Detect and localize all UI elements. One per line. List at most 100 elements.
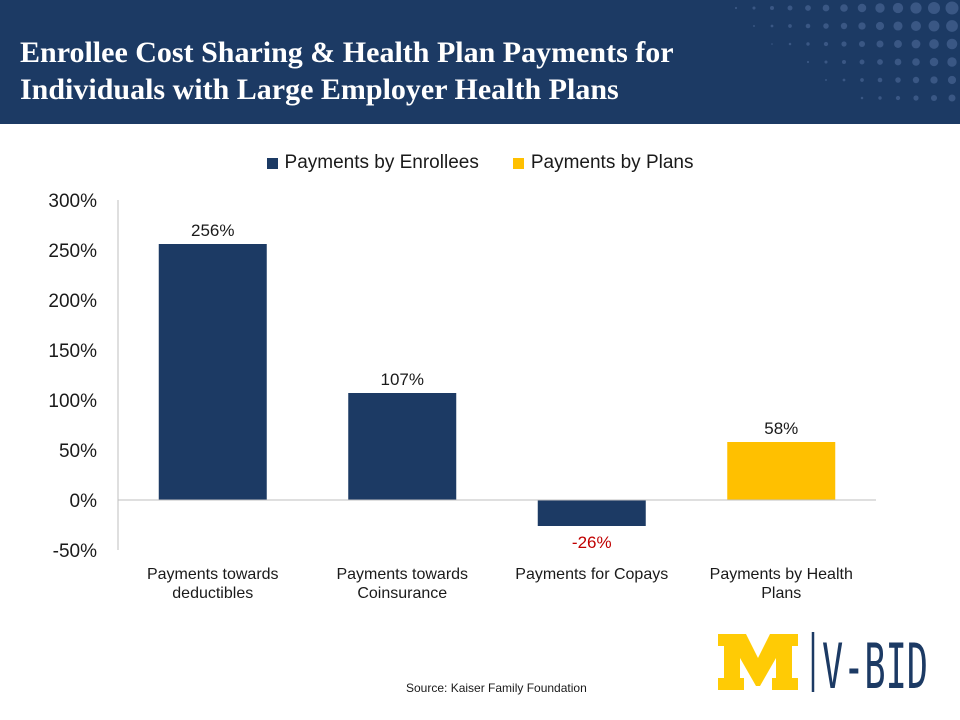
x-category-label-line: deductibles <box>172 585 253 602</box>
bar <box>348 393 457 500</box>
x-category-label-line: Payments towards <box>336 566 468 583</box>
header-dot <box>860 96 864 100</box>
legend-label-enrollees: Payments by Enrollees <box>284 152 479 173</box>
x-category-label-line: Coinsurance <box>357 585 447 602</box>
header-dot <box>858 22 866 30</box>
header-dot <box>877 77 883 83</box>
header-dot <box>947 57 957 67</box>
header-dot <box>911 39 921 49</box>
header-dot <box>824 60 828 64</box>
header-dot <box>875 3 885 13</box>
header-dot <box>877 59 883 65</box>
header-dot <box>929 39 939 49</box>
legend-item-plans: Payments by Plans <box>512 151 694 175</box>
header-dot <box>805 5 811 11</box>
header-dot <box>892 2 904 14</box>
y-tick-label: 250% <box>48 241 97 262</box>
bar <box>158 244 267 500</box>
header-dot <box>930 76 938 84</box>
logo: V-BID <box>718 630 928 694</box>
title-banner: Enrollee Cost Sharing & Health Plan Paym… <box>0 0 960 124</box>
header-dot <box>770 6 774 10</box>
header-dot <box>930 94 938 102</box>
header-dot <box>927 1 941 15</box>
header-dot <box>806 42 810 46</box>
header-dot <box>912 76 920 84</box>
bar <box>537 500 646 526</box>
header-dot <box>823 41 829 47</box>
y-tick-label: 200% <box>48 291 97 312</box>
legend-item-enrollees: Payments by Enrollees <box>266 151 479 175</box>
header-dot <box>841 41 847 47</box>
y-tick-label: 0% <box>70 491 98 512</box>
legend-swatch-enrollees <box>266 157 278 169</box>
header-dot <box>771 43 773 45</box>
header-dot <box>948 94 956 102</box>
header-dot <box>840 4 848 12</box>
header-dot <box>894 58 902 66</box>
header-dot <box>912 58 920 66</box>
y-tick-label: -50% <box>53 541 97 562</box>
header-dot <box>734 6 738 10</box>
header-dot <box>788 42 792 46</box>
x-category-label: Payments by Health Plans <box>710 566 853 602</box>
header-dot <box>945 1 959 15</box>
header-dot <box>788 24 792 28</box>
header-dot <box>842 60 846 64</box>
x-category-label: Payments towards Coinsurance <box>336 566 468 602</box>
header-dot <box>859 59 865 65</box>
header-dot <box>753 25 755 27</box>
legend-swatch-plans <box>512 157 524 169</box>
x-category-label-line: Plans <box>761 585 801 602</box>
header-dot <box>928 20 940 32</box>
x-category-label: Payments towards deductibles <box>147 566 279 602</box>
y-tick-label: 50% <box>59 441 97 462</box>
header-dot <box>911 21 921 31</box>
header-dot <box>878 96 882 100</box>
x-category-label-line: Payments by Health <box>710 566 853 583</box>
data-label: -26% <box>572 533 612 552</box>
header-dot <box>858 40 866 48</box>
header-dot <box>787 5 793 11</box>
legend-label-plans: Payments by Plans <box>530 152 694 173</box>
slide-title-line-1: Enrollee Cost Sharing & Health Plan Paym… <box>20 36 674 69</box>
header-dot-pattern <box>734 1 959 102</box>
header-dot <box>825 79 827 81</box>
y-tick-label: 150% <box>48 341 97 362</box>
x-category-label-line: Payments towards <box>147 566 279 583</box>
header-dot <box>806 60 810 64</box>
logo-wordmark: V-BID <box>822 630 928 694</box>
header-dot <box>822 4 830 12</box>
header-dot <box>842 78 846 82</box>
y-tick-label: 300% <box>48 191 97 212</box>
header-dot <box>893 21 903 31</box>
header-dot <box>947 75 957 85</box>
header-dot <box>805 23 811 29</box>
header-dot <box>823 23 829 29</box>
data-label: 58% <box>764 419 798 438</box>
x-category-label: Payments for Copays <box>515 566 668 583</box>
data-label: 256% <box>191 221 234 240</box>
header-dot <box>929 57 939 67</box>
block-m-icon <box>718 634 798 690</box>
header-dot <box>894 40 902 48</box>
header-dot <box>752 6 756 10</box>
header-dot <box>913 95 919 101</box>
bar <box>727 442 836 500</box>
header-dot <box>770 24 774 28</box>
header-dot <box>875 21 885 31</box>
source-note: Source: Kaiser Family Foundation <box>406 681 587 695</box>
chart-legend: Payments by Enrollees Payments by Plans <box>0 151 960 175</box>
slide-title: Enrollee Cost Sharing & Health Plan Paym… <box>20 34 920 108</box>
header-dot <box>895 77 901 83</box>
header-dot <box>876 40 884 48</box>
header-dot <box>857 3 867 13</box>
header-dot <box>895 95 901 101</box>
y-tick-label: 100% <box>48 391 97 412</box>
header-dot <box>946 38 958 50</box>
header-dot <box>860 78 864 82</box>
data-label: 107% <box>381 370 424 389</box>
x-category-label-line: Payments for Copays <box>515 566 668 583</box>
slide-title-line-2: Individuals with Large Employer Health P… <box>20 73 619 106</box>
